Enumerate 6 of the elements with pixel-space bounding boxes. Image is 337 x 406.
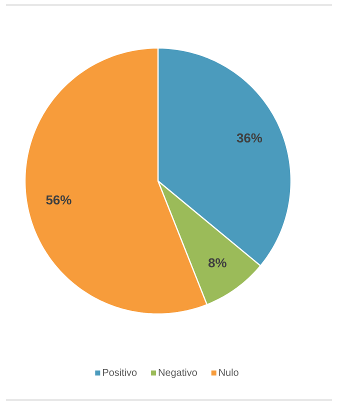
data-label: 8% xyxy=(208,258,226,268)
legend-label: Positivo xyxy=(102,368,137,376)
legend-label: Negativo xyxy=(158,368,197,378)
data-label: 56% xyxy=(46,195,72,205)
legend-label: Nulo xyxy=(219,368,238,376)
data-label: 36% xyxy=(236,133,262,143)
